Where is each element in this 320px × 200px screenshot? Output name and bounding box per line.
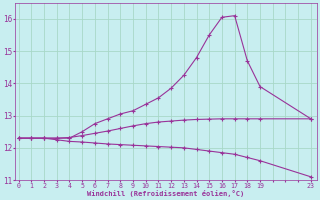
X-axis label: Windchill (Refroidissement éolien,°C): Windchill (Refroidissement éolien,°C) <box>87 190 244 197</box>
